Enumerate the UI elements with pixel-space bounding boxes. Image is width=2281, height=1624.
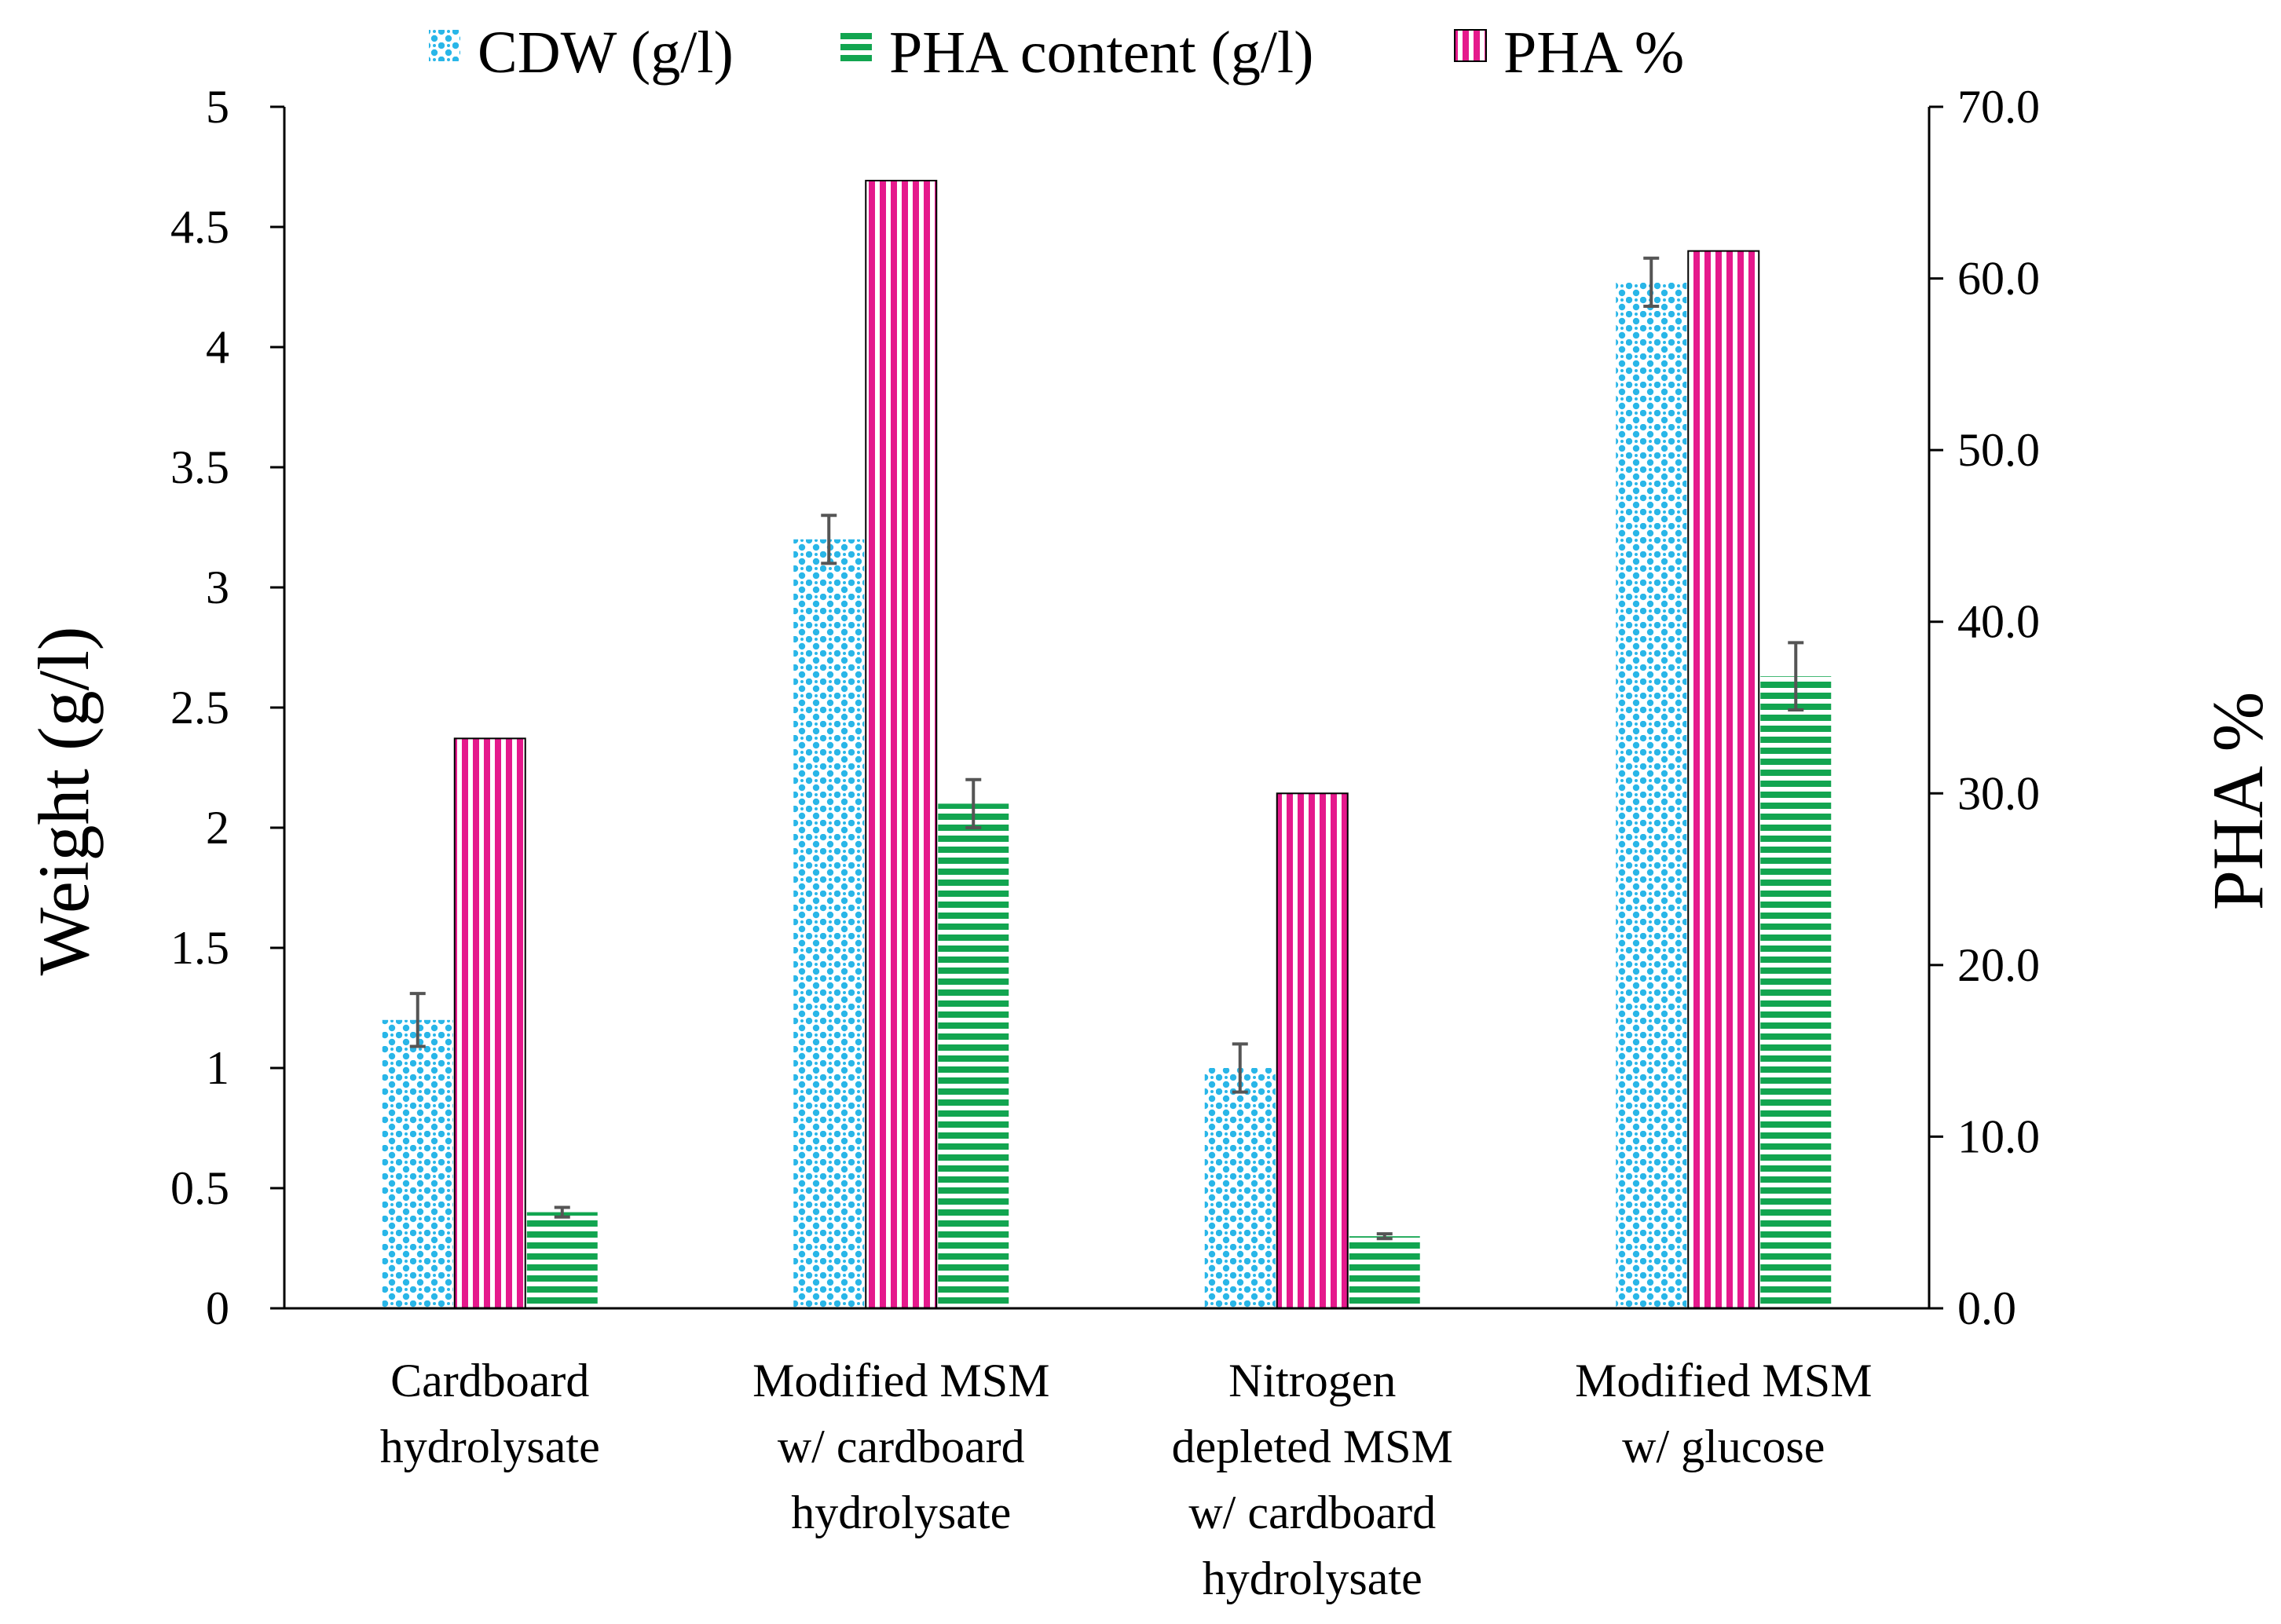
- bar-vertical-stripes: [453, 737, 526, 1309]
- bar-dots: [793, 539, 865, 1308]
- left-tick-label: 3.5: [170, 441, 229, 493]
- left-tick-label: 0.5: [170, 1162, 229, 1214]
- right-tick-label: 20.0: [1957, 939, 2040, 991]
- legend-label: PHA %: [1503, 20, 1684, 86]
- right-tick-label: 10.0: [1957, 1110, 2040, 1162]
- bar-horizontal-stripes: [526, 1212, 598, 1308]
- error-bar: [1376, 1232, 1393, 1241]
- category-label: Cardboard hydrolysate: [380, 1355, 600, 1472]
- legend-item: PHA content (g/l): [840, 20, 1313, 86]
- left-axis-ticks: 0 0.5 1 1.5 2 2.5 3 3.5 4 4.5 5: [170, 81, 284, 1334]
- bar-dots: [1616, 282, 1687, 1308]
- error-bar: [1643, 256, 1660, 308]
- error-bar: [1232, 1042, 1248, 1094]
- left-axis-title: Weight (g/l): [24, 627, 104, 976]
- category-labels: Cardboard hydrolysate Modified MSM w/ cardb…: [380, 1355, 1873, 1604]
- bar-vertical-stripes: [1687, 250, 1760, 1310]
- error-bar: [821, 514, 837, 565]
- legend: CDW (g/l) PHA content (g/l) PHA %: [429, 20, 1684, 86]
- bar-dots: [382, 1019, 453, 1308]
- legend-item: PHA %: [1454, 20, 1684, 86]
- right-tick-label: 0.0: [1957, 1282, 2016, 1334]
- bars: [382, 179, 1832, 1310]
- error-bar: [1788, 641, 1804, 712]
- left-tick-label: 1.5: [170, 922, 229, 974]
- legend-swatch: [429, 30, 460, 61]
- bar-vertical-stripes: [1276, 792, 1349, 1309]
- bar-horizontal-stripes: [938, 803, 1009, 1308]
- right-tick-label: 70.0: [1957, 81, 2040, 133]
- legend-item: CDW (g/l): [429, 20, 734, 86]
- error-bar: [409, 992, 426, 1048]
- error-bars: [409, 256, 1804, 1241]
- left-tick-label: 1: [206, 1042, 229, 1094]
- bar-dots: [1204, 1068, 1276, 1308]
- error-bar: [965, 777, 982, 829]
- legend-label: PHA content (g/l): [889, 20, 1313, 86]
- bar-horizontal-stripes: [1349, 1236, 1420, 1308]
- right-tick-label: 30.0: [1957, 767, 2040, 819]
- legend-label: CDW (g/l): [478, 20, 734, 86]
- legend-swatch: [1454, 29, 1487, 62]
- right-tick-label: 40.0: [1957, 596, 2040, 648]
- right-tick-label: 60.0: [1957, 253, 2040, 305]
- right-tick-label: 50.0: [1957, 424, 2040, 476]
- bar-horizontal-stripes: [1760, 676, 1832, 1308]
- left-tick-label: 3: [206, 561, 229, 613]
- left-tick-label: 4.5: [170, 201, 229, 253]
- bar-vertical-stripes: [865, 179, 938, 1309]
- right-axis-ticks: 0.0 10.0 20.0 30.0 40.0 50.0 60.0 70.0: [1929, 81, 2040, 1334]
- legend-swatch: [840, 30, 872, 61]
- right-axis-title: PHA %: [2198, 692, 2278, 911]
- left-tick-label: 4: [206, 321, 229, 373]
- left-tick-label: 2: [206, 802, 229, 854]
- category-label: Nitrogen depleted MSM w/ cardboard hydrolys…: [1172, 1355, 1453, 1604]
- category-label: Modified MSM w/ glucose: [1575, 1355, 1872, 1472]
- left-tick-label: 2.5: [170, 682, 229, 733]
- error-bar: [554, 1205, 570, 1219]
- left-tick-label: 0: [206, 1282, 229, 1334]
- left-tick-label: 5: [206, 81, 229, 133]
- category-label: Modified MSM w/ cardboard hydrolysate: [752, 1355, 1049, 1538]
